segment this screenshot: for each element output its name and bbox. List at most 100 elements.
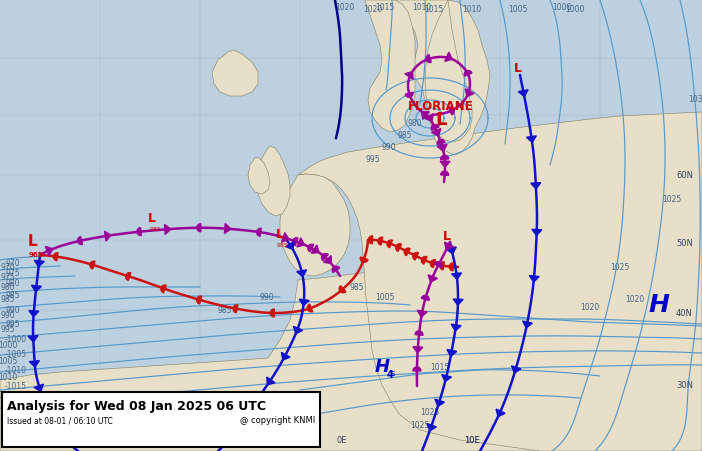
Text: Issued at 08-01 / 06:10 UTC: Issued at 08-01 / 06:10 UTC bbox=[7, 416, 113, 425]
Polygon shape bbox=[53, 253, 58, 261]
Polygon shape bbox=[282, 352, 290, 360]
Polygon shape bbox=[444, 242, 453, 250]
Text: 4: 4 bbox=[387, 370, 394, 380]
Polygon shape bbox=[518, 90, 528, 97]
Text: 1000: 1000 bbox=[0, 341, 18, 350]
Polygon shape bbox=[34, 260, 44, 267]
Text: 995: 995 bbox=[5, 320, 20, 329]
Polygon shape bbox=[339, 286, 346, 293]
Text: FLORIANE: FLORIANE bbox=[408, 100, 474, 113]
Text: 1000: 1000 bbox=[565, 5, 585, 14]
Text: 10E: 10E bbox=[464, 436, 480, 445]
Polygon shape bbox=[431, 124, 439, 130]
Text: 1025: 1025 bbox=[663, 195, 682, 204]
Polygon shape bbox=[428, 275, 437, 282]
Text: 980: 980 bbox=[408, 119, 423, 128]
Polygon shape bbox=[425, 0, 472, 142]
Polygon shape bbox=[426, 55, 431, 63]
Text: H: H bbox=[648, 293, 669, 317]
Text: 1025: 1025 bbox=[420, 408, 439, 417]
Polygon shape bbox=[307, 304, 312, 312]
Polygon shape bbox=[439, 262, 444, 270]
Text: 1030: 1030 bbox=[689, 96, 702, 105]
Text: Analysis for Wed 08 Jan 2025 06 UTC: Analysis for Wed 08 Jan 2025 06 UTC bbox=[7, 400, 266, 413]
Polygon shape bbox=[293, 327, 303, 334]
Text: 985: 985 bbox=[277, 243, 289, 248]
Polygon shape bbox=[78, 237, 82, 244]
Text: 985: 985 bbox=[218, 306, 232, 315]
Polygon shape bbox=[465, 89, 474, 97]
Text: 10E: 10E bbox=[464, 436, 480, 445]
Text: L: L bbox=[514, 62, 522, 75]
Text: 1020: 1020 bbox=[364, 5, 383, 14]
Polygon shape bbox=[126, 272, 131, 281]
Polygon shape bbox=[297, 270, 307, 276]
Polygon shape bbox=[365, 0, 415, 132]
Polygon shape bbox=[233, 305, 238, 313]
Polygon shape bbox=[369, 236, 373, 244]
Text: 60N: 60N bbox=[676, 170, 693, 179]
Polygon shape bbox=[512, 366, 521, 373]
Polygon shape bbox=[449, 263, 453, 271]
Text: 980: 980 bbox=[1, 284, 15, 293]
Text: L: L bbox=[443, 230, 451, 243]
Polygon shape bbox=[46, 246, 53, 256]
Text: 985: 985 bbox=[150, 227, 161, 232]
Text: 985: 985 bbox=[1, 295, 15, 304]
Polygon shape bbox=[421, 111, 430, 120]
Text: 1015: 1015 bbox=[425, 5, 444, 14]
Polygon shape bbox=[212, 50, 258, 96]
Polygon shape bbox=[413, 253, 418, 260]
Polygon shape bbox=[250, 401, 258, 409]
Text: L: L bbox=[435, 111, 446, 129]
Polygon shape bbox=[437, 144, 447, 151]
Polygon shape bbox=[311, 245, 319, 253]
Text: 0E: 0E bbox=[337, 436, 347, 445]
Polygon shape bbox=[451, 324, 461, 331]
Text: 20W: 20W bbox=[72, 436, 91, 445]
Polygon shape bbox=[299, 299, 309, 306]
Polygon shape bbox=[29, 360, 39, 367]
Polygon shape bbox=[405, 72, 413, 79]
Bar bbox=[2, 392, 320, 447]
Text: 975: 975 bbox=[5, 269, 20, 278]
Text: 1005: 1005 bbox=[0, 358, 18, 367]
Text: 10W: 10W bbox=[201, 436, 219, 445]
Polygon shape bbox=[32, 285, 41, 292]
Text: 1010: 1010 bbox=[463, 5, 482, 14]
Text: L: L bbox=[148, 212, 156, 225]
Polygon shape bbox=[396, 244, 402, 251]
Polygon shape bbox=[322, 253, 329, 261]
Polygon shape bbox=[267, 377, 275, 385]
Polygon shape bbox=[55, 428, 63, 436]
Text: s: s bbox=[391, 369, 395, 378]
Polygon shape bbox=[496, 409, 505, 417]
Text: 990: 990 bbox=[260, 293, 274, 302]
Polygon shape bbox=[257, 228, 261, 236]
Text: 30N: 30N bbox=[676, 381, 693, 390]
Polygon shape bbox=[526, 136, 536, 143]
Text: -1005: -1005 bbox=[5, 350, 27, 359]
Text: 965: 965 bbox=[29, 252, 44, 258]
Text: 1020: 1020 bbox=[335, 3, 355, 12]
Polygon shape bbox=[441, 171, 449, 175]
Polygon shape bbox=[164, 225, 171, 235]
Polygon shape bbox=[417, 310, 428, 317]
Polygon shape bbox=[161, 285, 166, 293]
Polygon shape bbox=[441, 155, 449, 160]
Text: 40N: 40N bbox=[676, 308, 693, 318]
Text: 1025: 1025 bbox=[610, 263, 629, 272]
Polygon shape bbox=[29, 310, 39, 317]
Polygon shape bbox=[105, 231, 111, 241]
Text: 1020: 1020 bbox=[580, 303, 600, 312]
Polygon shape bbox=[415, 331, 423, 336]
Polygon shape bbox=[440, 161, 450, 167]
Polygon shape bbox=[0, 268, 702, 451]
Text: L: L bbox=[28, 234, 38, 249]
Polygon shape bbox=[378, 237, 383, 245]
Text: 1025: 1025 bbox=[411, 420, 430, 429]
Polygon shape bbox=[421, 295, 429, 300]
Text: 970: 970 bbox=[1, 263, 15, 272]
Text: 1020: 1020 bbox=[625, 295, 644, 304]
Polygon shape bbox=[430, 260, 435, 267]
